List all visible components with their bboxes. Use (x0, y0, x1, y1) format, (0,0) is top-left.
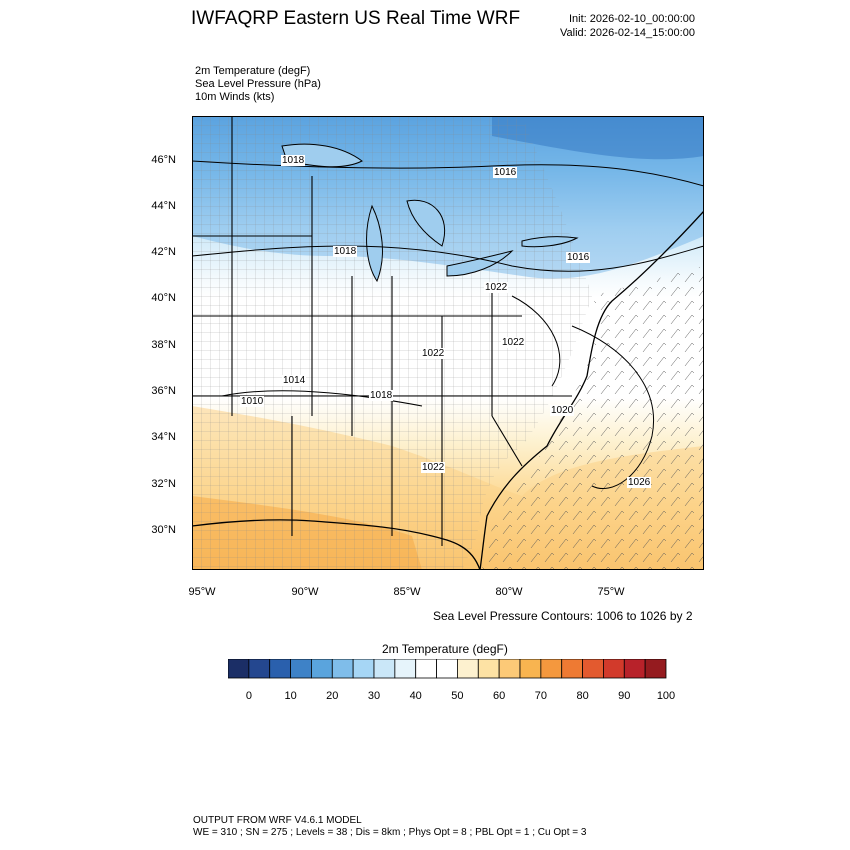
footer-config: WE = 310 ; SN = 275 ; Levels = 38 ; Dis … (193, 827, 587, 838)
pressure-contours (192, 160, 704, 489)
colorbar-label: 40 (409, 690, 422, 702)
pressure-label: 1022 (421, 348, 446, 359)
very-cold-region (492, 116, 704, 160)
pressure-label: 1020 (550, 405, 575, 416)
colorbar-box (311, 659, 333, 679)
init-time: Init: 2026-02-10_00:00:00 (569, 13, 695, 25)
pressure-label: 1018 (281, 155, 306, 166)
colorbar-box (519, 659, 542, 679)
colorbar-label: 100 (656, 690, 676, 702)
lat-label: 44°N (151, 200, 176, 212)
colorbar-box (457, 659, 479, 679)
colorbar-label: 90 (618, 690, 631, 702)
lake-michigan (366, 204, 383, 283)
colorbar-label: 30 (367, 690, 381, 702)
colorbar-box (436, 659, 458, 679)
colorbar-box (415, 659, 437, 679)
pressure-label: 1016 (493, 167, 518, 178)
colorbar-box (623, 659, 646, 679)
lat-label: 32°N (151, 478, 176, 490)
colorbar-box (290, 659, 312, 679)
pressure-label: 1010 (240, 396, 265, 407)
pressure-label: 1022 (484, 282, 509, 293)
valid-time: Valid: 2026-02-14_15:00:00 (560, 27, 695, 39)
lat-label: 40°N (151, 292, 176, 304)
lat-label: 38°N (151, 339, 176, 351)
lon-label: 90°W (291, 586, 319, 598)
contour-info: Sea Level Pressure Contours: 1006 to 102… (433, 609, 693, 623)
colorbar-box (603, 659, 625, 679)
lat-label: 34°N (151, 431, 176, 443)
colorbar-box (352, 659, 375, 679)
field-label-winds: 10m Winds (kts) (195, 91, 275, 103)
pressure-label: 1026 (627, 477, 652, 488)
atlantic-coastline (479, 210, 704, 570)
colorbar-box (331, 659, 354, 679)
colorbar-box (394, 659, 417, 679)
pressure-label: 1018 (369, 390, 394, 401)
colorbar-title: 2m Temperature (degF) (382, 642, 508, 656)
colorbar-box (644, 659, 667, 679)
lat-label: 42°N (151, 246, 176, 258)
pressure-label: 1022 (501, 337, 526, 348)
colorbar-label: 20 (326, 690, 339, 702)
colorbar-label: 0 (245, 690, 252, 702)
colorbar-box (540, 659, 563, 679)
lake-erie (446, 250, 514, 277)
pressure-label: 1022 (421, 462, 446, 473)
colorbar-box (561, 659, 583, 679)
pressure-label: 1018 (333, 246, 358, 257)
lake-huron (406, 199, 446, 247)
colorbar-label: 10 (284, 690, 297, 702)
footer-model: OUTPUT FROM WRF V4.6.1 MODEL (193, 815, 362, 826)
colorbar-label: 60 (492, 690, 506, 702)
lon-label: 80°W (495, 586, 523, 598)
field-label-temperature: 2m Temperature (degF) (195, 65, 311, 77)
colorbar-box (477, 659, 500, 679)
lon-label: 95°W (188, 586, 216, 598)
pressure-label: 1014 (282, 375, 307, 386)
colorbar-box (269, 659, 291, 679)
colorbar-box (228, 659, 250, 679)
field-label-pressure: Sea Level Pressure (hPa) (195, 78, 321, 90)
map-border (192, 116, 704, 570)
colorbar-box (248, 659, 271, 679)
colorbar (228, 659, 667, 679)
lat-label: 46°N (151, 154, 176, 166)
gulf-coastline (192, 519, 481, 570)
colorbar-label: 70 (534, 690, 548, 702)
map-title: IWFAQRP Eastern US Real Time WRF (191, 8, 521, 29)
colorbar-box (498, 659, 521, 679)
lake-ontario (521, 236, 579, 248)
weather-map (192, 116, 704, 570)
colorbar-box (582, 659, 604, 679)
pressure-label: 1016 (566, 252, 591, 263)
colorbar-box (373, 659, 396, 679)
lat-label: 30°N (151, 524, 176, 536)
lon-label: 85°W (393, 586, 421, 598)
colorbar-label: 80 (576, 690, 589, 702)
ocean-wind-barbs (482, 266, 704, 570)
lat-label: 36°N (151, 385, 176, 397)
lon-label: 75°W (597, 586, 625, 598)
colorbar-label: 50 (451, 690, 464, 702)
